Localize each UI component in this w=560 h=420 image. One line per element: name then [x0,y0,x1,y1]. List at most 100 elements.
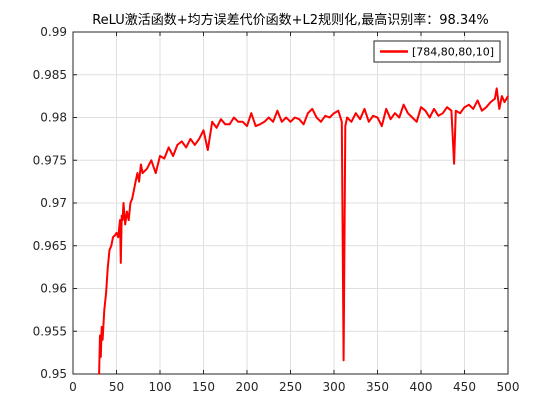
x-tick-label: 300 [323,380,346,394]
data-point [100,356,102,358]
data-point [289,120,292,123]
data-point [415,120,418,123]
data-point [146,168,148,170]
data-point [138,180,140,183]
data-point [185,146,187,149]
data-point [341,120,343,123]
y-tick-label: 0.965 [33,239,67,253]
data-point [420,106,422,109]
y-tick-label: 0.985 [33,68,67,82]
y-tick-label: 0.955 [33,324,67,338]
data-point [376,116,379,119]
data-point [324,114,327,117]
data-point [215,126,218,129]
data-point [294,116,296,119]
data-point [411,116,414,119]
data-point [472,108,475,110]
data-point [99,334,101,337]
data-point [346,116,348,119]
data-point [385,108,388,110]
data-point [154,172,157,174]
data-point [311,108,314,110]
data-point [259,123,261,126]
data-point [224,123,227,126]
data-point [220,118,222,121]
data-point [437,114,440,117]
data-point [167,146,170,149]
legend-label: [784,80,80,10] [412,46,494,59]
x-tick-label: 0 [69,380,77,394]
data-point [328,116,331,119]
data-point [363,108,366,110]
data-point [189,138,192,140]
data-point [389,118,392,121]
data-point [507,95,509,97]
data-point [198,138,200,140]
axis-ticks: 0 50 100 150 200 250 300 350 400 450 500 0.95 0.955 0… [33,25,520,394]
data-point [101,339,104,341]
data-point [428,116,431,119]
data-point [455,109,457,112]
legend-box [373,40,501,63]
data-point [495,87,498,90]
x-tick-label: 100 [149,380,172,394]
x-tick-label: 150 [192,380,215,394]
data-point [172,155,174,157]
data-point [134,180,137,183]
x-tick-label: 500 [497,380,520,394]
data-point [468,103,470,106]
data-point [485,106,488,109]
y-tick-label: 0.95 [40,367,67,381]
data-point [342,359,345,362]
data-point [254,125,257,127]
y-tick-label: 0.96 [40,282,67,296]
data-point [302,123,305,126]
data-point [121,219,124,221]
data-point [250,112,253,115]
data-point [241,120,244,123]
data-point [476,99,479,102]
data-point [237,120,240,123]
data-point [402,103,405,106]
data-point [112,236,114,238]
data-point [481,109,483,112]
data-point [98,373,100,375]
data-point [450,109,453,112]
data-point [129,202,132,204]
x-tick-label: 250 [279,380,302,394]
data-point [122,202,125,204]
data-point [120,215,123,217]
data-point [459,112,461,115]
data-point [141,172,144,174]
data-point [503,101,506,103]
x-tick-label: 50 [109,380,124,394]
data-point [103,309,106,311]
data-point [228,123,231,126]
data-point [107,266,109,268]
data-point [372,114,374,117]
y-tick-label: 0.975 [33,153,67,167]
data-point [120,262,122,264]
data-point [113,234,116,237]
data-point [337,109,340,112]
data-point [368,120,370,123]
x-tick-label: 400 [410,380,433,394]
data-point [276,109,279,112]
data-point [140,163,142,166]
data-point [180,140,183,143]
data-point [407,112,409,115]
data-point [246,125,248,127]
data-point [446,106,448,109]
data-point [394,112,396,115]
data-point [207,149,209,151]
data-point [233,116,235,119]
data-point [263,120,266,123]
data-point [433,108,435,110]
data-point [127,219,130,221]
data-point [398,116,401,119]
data-point [501,95,503,97]
data-point [110,244,113,247]
data-point [211,120,213,123]
data-point [100,326,103,328]
data-point [136,172,139,174]
